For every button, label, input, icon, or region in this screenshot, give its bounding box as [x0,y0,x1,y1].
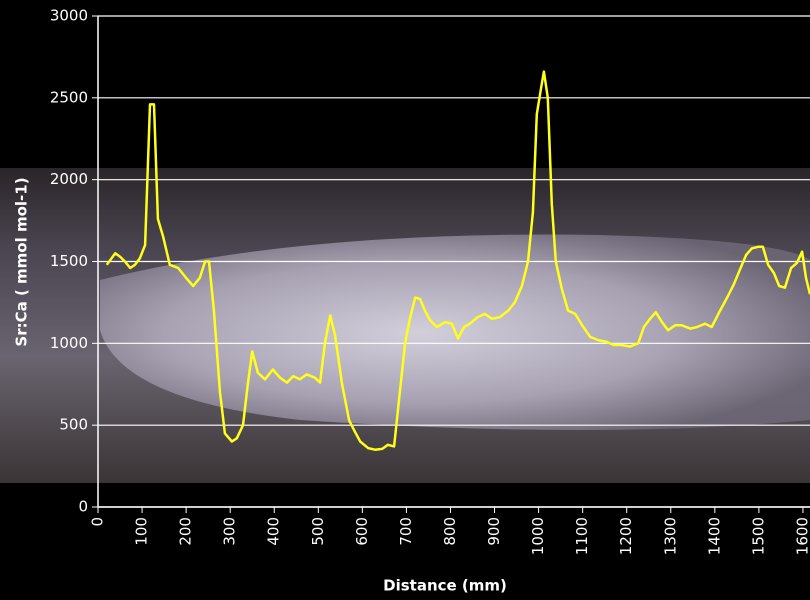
x-tick-label: 1000 [529,517,547,555]
x-tick-label: 1600 [793,517,810,555]
x-tick-label: 800 [441,517,459,546]
x-tick-label: 200 [177,517,195,546]
x-tick-label: 400 [265,517,283,546]
x-tick-label: 100 [133,517,151,546]
data-line [105,70,810,451]
y-tick-label: 1500 [50,252,88,270]
x-tick-label: 1400 [705,517,723,555]
x-tick-label: 500 [309,517,327,546]
x-tick-label: 300 [221,517,239,546]
background-photo [0,168,810,483]
x-tick-label: 1200 [617,517,635,555]
x-tick-label: 1300 [661,517,679,555]
y-tick-label: 2000 [50,170,88,188]
x-tick-label: 700 [397,517,415,546]
y-tick-label: 500 [59,416,88,434]
x-tick-label: 900 [485,517,503,546]
y-tick-label: 2500 [50,88,88,106]
y-axis-title: Sr:Ca ( mmol mol-1) [13,177,31,346]
y-tick-label: 3000 [50,7,88,25]
x-axis-title: Distance (mm) [383,577,507,595]
y-tick-label: 1000 [50,334,88,352]
x-tick-label: 1100 [573,517,591,555]
x-tick-label: 1500 [749,517,767,555]
x-tick-label: 0 [89,517,107,527]
x-tick-label: 600 [353,517,371,546]
y-tick-label: 0 [78,498,88,516]
